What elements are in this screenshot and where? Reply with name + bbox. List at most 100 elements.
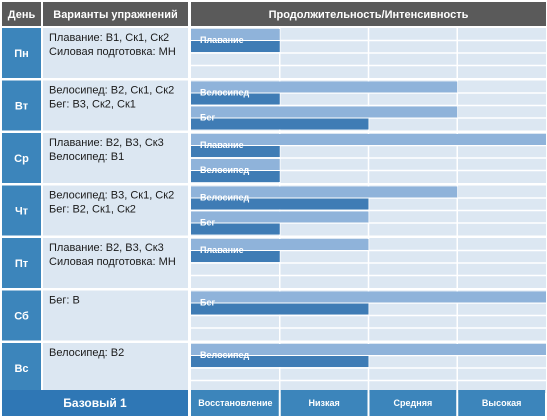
footer-label: Базовый 1 xyxy=(63,396,127,410)
bar-label: Велосипед xyxy=(200,350,249,360)
grid-hline xyxy=(191,354,546,357)
exercise-line: Бег: В xyxy=(49,295,80,307)
exercise-cell xyxy=(43,28,188,78)
bar-label: Бег xyxy=(200,113,215,123)
exercise-line: Силовая подготовка: МН xyxy=(49,256,176,268)
exercise-line: Плавание: В2, В3, Ск3 xyxy=(49,137,164,149)
bar-intensity xyxy=(191,159,280,170)
day-cell xyxy=(2,290,41,341)
footer-label-cell xyxy=(2,390,188,416)
day-label: Ср xyxy=(14,153,29,165)
bar-intensity xyxy=(191,344,546,355)
header-day-cell xyxy=(2,2,41,26)
grid-hline xyxy=(191,157,546,159)
bar-label: Бег xyxy=(200,298,215,308)
grid-hline xyxy=(191,302,546,304)
header-exercise-cell xyxy=(43,2,188,26)
exercise-line: Велосипед: В1 xyxy=(49,151,124,163)
exercise-line: Велосипед: В2, Ск1, Ск2 xyxy=(49,85,174,97)
bar-duration xyxy=(191,41,280,52)
grid-hline xyxy=(191,64,546,67)
bar-duration xyxy=(191,171,280,182)
exercise-cell xyxy=(43,133,188,183)
header-scale-cell xyxy=(191,2,546,26)
exercise-cell xyxy=(43,238,188,288)
bar-duration xyxy=(191,303,369,315)
grid-hline xyxy=(191,52,546,54)
grid-hline xyxy=(191,327,546,329)
exercise-line: Бег: В2, Ск1, Ск2 xyxy=(49,204,136,216)
grid-hline xyxy=(191,274,546,277)
grid-hline xyxy=(191,169,546,172)
bar-label: Велосипед xyxy=(200,165,249,175)
grid-hline xyxy=(191,39,546,42)
bar-intensity xyxy=(191,186,458,198)
exercise-cell xyxy=(43,343,188,393)
grid-hline xyxy=(191,314,546,317)
footer-level-cell xyxy=(191,390,279,416)
day-cell xyxy=(2,80,41,131)
bar-label: Велосипед xyxy=(200,193,249,203)
bar-duration xyxy=(191,118,369,130)
exercise-line: Плавание: В1, Ск1, Ск2 xyxy=(49,32,169,44)
exercise-line: Бег: В3, Ск2, Ск1 xyxy=(49,99,136,111)
grid-hline xyxy=(191,104,546,107)
day-cell xyxy=(2,238,41,288)
grid-hline xyxy=(191,379,546,382)
day-cell xyxy=(2,133,41,183)
footer-level-cell xyxy=(369,390,457,416)
footer-level-label: Низкая xyxy=(308,398,339,408)
bar-intensity xyxy=(191,81,458,93)
footer-level-label: Высокая xyxy=(482,398,521,408)
bar-intensity xyxy=(191,106,458,118)
exercise-line: Велосипед: В3, Ск1, Ск2 xyxy=(49,190,174,202)
bar-duration xyxy=(191,198,369,210)
footer-level-cell xyxy=(458,390,545,416)
header-exercise-label: Варианты упражнений xyxy=(53,9,177,21)
grid-hline xyxy=(191,209,546,212)
bar-intensity xyxy=(191,29,280,40)
footer-level-cell xyxy=(280,390,368,416)
grid-hline xyxy=(191,197,546,199)
day-label: Сб xyxy=(14,311,29,323)
grid-hline xyxy=(191,222,546,224)
bar-duration xyxy=(191,251,280,262)
exercise-line: Велосипед: В2 xyxy=(49,347,124,359)
day-label: Чт xyxy=(15,206,29,218)
bar-label: Бег xyxy=(200,218,215,228)
exercise-cell xyxy=(43,185,188,236)
grid-hline xyxy=(191,144,546,147)
bar-intensity xyxy=(191,211,369,223)
bar-intensity xyxy=(191,291,546,303)
grid-hline xyxy=(191,117,546,119)
exercise-line: Силовая подготовка: МН xyxy=(49,46,176,58)
bar-label: Плавание xyxy=(200,35,244,45)
exercise-cell xyxy=(43,80,188,131)
day-label: Пт xyxy=(15,258,29,270)
day-cell xyxy=(2,185,41,236)
day-cell xyxy=(2,28,41,78)
bar-duration xyxy=(191,356,369,367)
footer-level-label: Восстановление xyxy=(198,398,272,408)
header-day-label: День xyxy=(8,9,36,21)
header-scale-label: Продолжительность/Интенсивность xyxy=(269,9,469,21)
grid-hline xyxy=(191,92,546,94)
bar-duration xyxy=(191,223,280,235)
footer-level-label: Средняя xyxy=(394,398,433,408)
grid-hline xyxy=(191,367,546,369)
exercise-line: Плавание: В2, В3, Ск3 xyxy=(49,242,164,254)
bar-intensity xyxy=(191,134,546,145)
day-label: Пн xyxy=(14,48,29,60)
grid-hline xyxy=(191,262,546,264)
bar-label: Велосипед xyxy=(200,88,249,98)
bar-label: Плавание xyxy=(200,245,244,255)
bar-label: Плавание xyxy=(200,140,244,150)
exercise-cell xyxy=(43,290,188,341)
grid-hline xyxy=(191,249,546,252)
day-label: Вс xyxy=(14,363,28,375)
bar-duration xyxy=(191,146,280,157)
day-label: Вт xyxy=(15,101,29,113)
bar-intensity xyxy=(191,239,369,250)
day-cell xyxy=(2,343,41,393)
